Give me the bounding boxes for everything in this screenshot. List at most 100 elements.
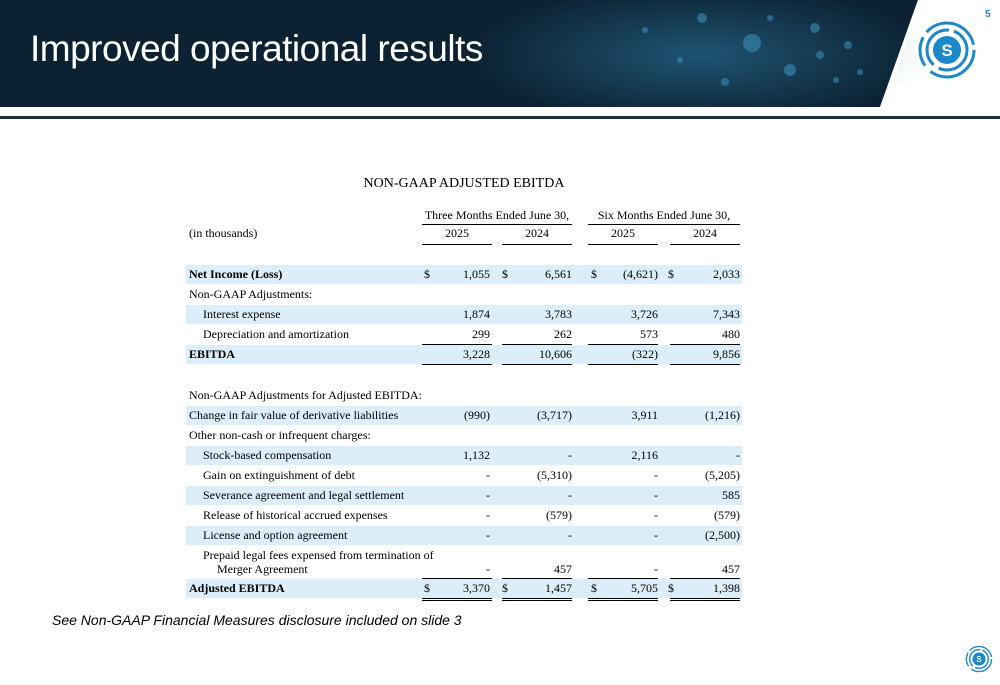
row-label-continued: Merger Agreement [217,562,308,576]
row-label: Severance agreement and legal settlement [203,488,405,502]
cell-value: - [486,562,490,576]
cell-value: 3,370 [463,581,490,595]
row-label: EBITDA [189,347,236,361]
svg-text:S: S [976,655,981,664]
table-row-ebitda: EBITDA 3,228 10,606 (322) 9,856 [186,345,742,364]
header-background [0,0,930,107]
double-underline [502,598,572,599]
cell-value: 3,726 [631,307,658,321]
cell-value: - [654,468,658,482]
cell-value: - [486,528,490,542]
table-row-adjusted-ebitda: Adjusted EBITDA $ $ $ $ 3,370 1,457 5,70… [186,579,742,598]
cell-value: - [654,488,658,502]
cell-value: - [568,448,572,462]
header-underline [422,224,572,225]
year-underline [588,244,658,245]
row-label: Net Income (Loss) [189,267,283,281]
year-header: 2024 [693,226,717,240]
total-underline [422,364,492,365]
table-row: Severance agreement and legal settlement… [186,486,742,505]
cell-value: (579) [546,508,572,522]
cell-value: (2,500) [705,528,740,542]
cell-value: (1,216) [705,408,740,422]
cell-value: 573 [640,327,658,341]
cell-value: 299 [472,327,490,341]
double-underline [422,600,492,601]
double-underline [502,600,572,601]
cell-value: 3,228 [463,347,490,361]
cell-value: 2,116 [631,448,658,462]
double-underline [670,600,740,601]
table-row: Gain on extinguishment of debt - (5,310)… [186,466,742,485]
row-label: Depreciation and amortization [203,327,349,341]
dollar-sign: $ [591,581,597,595]
sum-underline [422,578,492,579]
sum-underline [588,344,658,345]
header-underline [588,224,740,225]
table-row: Stock-based compensation 1,132 - 2,116 - [186,446,742,465]
dollar-sign: $ [668,581,674,595]
cell-value: - [654,528,658,542]
dollar-sign: $ [591,267,597,281]
table-row: Depreciation and amortization 299 262 57… [186,325,742,344]
row-label: Interest expense [203,307,281,321]
cell-value: - [486,468,490,482]
double-underline [422,598,492,599]
row-label: Stock-based compensation [203,448,332,462]
cell-value: (990) [464,408,490,422]
svg-text:S: S [941,41,952,60]
period-header-six-months: Six Months Ended June 30, [597,208,731,222]
cell-value: 9,856 [713,347,740,361]
double-underline [588,600,658,601]
cell-value: 3,783 [545,307,572,321]
cell-value: 262 [554,327,572,341]
slide-header: Improved operational results 5 S [0,0,1000,107]
cell-value: (322) [632,347,658,361]
sum-underline [670,578,740,579]
dollar-sign: $ [502,581,508,595]
row-label: Adjusted EBITDA [189,581,285,595]
cell-value: - [568,528,572,542]
cell-value: (3,717) [537,408,572,422]
double-underline [588,598,658,599]
row-label: Release of historical accrued expenses [203,508,388,522]
sum-underline [588,578,658,579]
row-label: Gain on extinguishment of debt [203,468,355,482]
cell-value: - [486,488,490,502]
cell-value: 2,033 [713,267,740,281]
cell-value: 10,606 [539,347,572,361]
cell-value: 1,132 [463,448,490,462]
total-underline [670,364,740,365]
cell-value: (4,621) [623,267,658,281]
sum-underline [670,344,740,345]
table-header-row: (in thousands) 2025 2024 2025 2024 [186,224,742,243]
row-label: Non-GAAP Adjustments: [189,287,313,301]
page-title: Improved operational results [30,28,483,69]
cell-value: 7,343 [713,307,740,321]
total-underline [588,364,658,365]
company-s-logo-icon: S [965,645,993,673]
cell-value: - [736,448,740,462]
cell-value: 480 [722,327,740,341]
cell-value: 585 [722,488,740,502]
year-underline [502,244,572,245]
disclosure-footnote: See Non-GAAP Financial Measures disclosu… [52,612,462,628]
row-label: Other non-cash or infrequent charges: [189,428,371,442]
cell-value: (579) [714,508,740,522]
header-divider [0,116,1000,119]
table-row: Release of historical accrued expenses -… [186,506,742,525]
cell-value: - [654,508,658,522]
table-title: NON-GAAP ADJUSTED EBITDA [363,176,565,191]
table-row: Change in fair value of derivative liabi… [186,406,742,425]
cell-value: 1,457 [545,581,572,595]
table-row: Prepaid legal fees expensed from termina… [186,546,742,578]
row-label: Change in fair value of derivative liabi… [189,408,399,422]
cell-value: 5,705 [631,581,658,595]
sum-underline [502,578,572,579]
table-row: License and option agreement - - - (2,50… [186,526,742,545]
row-label: License and option agreement [203,528,348,542]
sum-underline [502,344,572,345]
year-underline [422,244,492,245]
cell-value: 1,055 [463,267,490,281]
table-row: Interest expense 1,874 3,783 3,726 7,343 [186,305,742,324]
